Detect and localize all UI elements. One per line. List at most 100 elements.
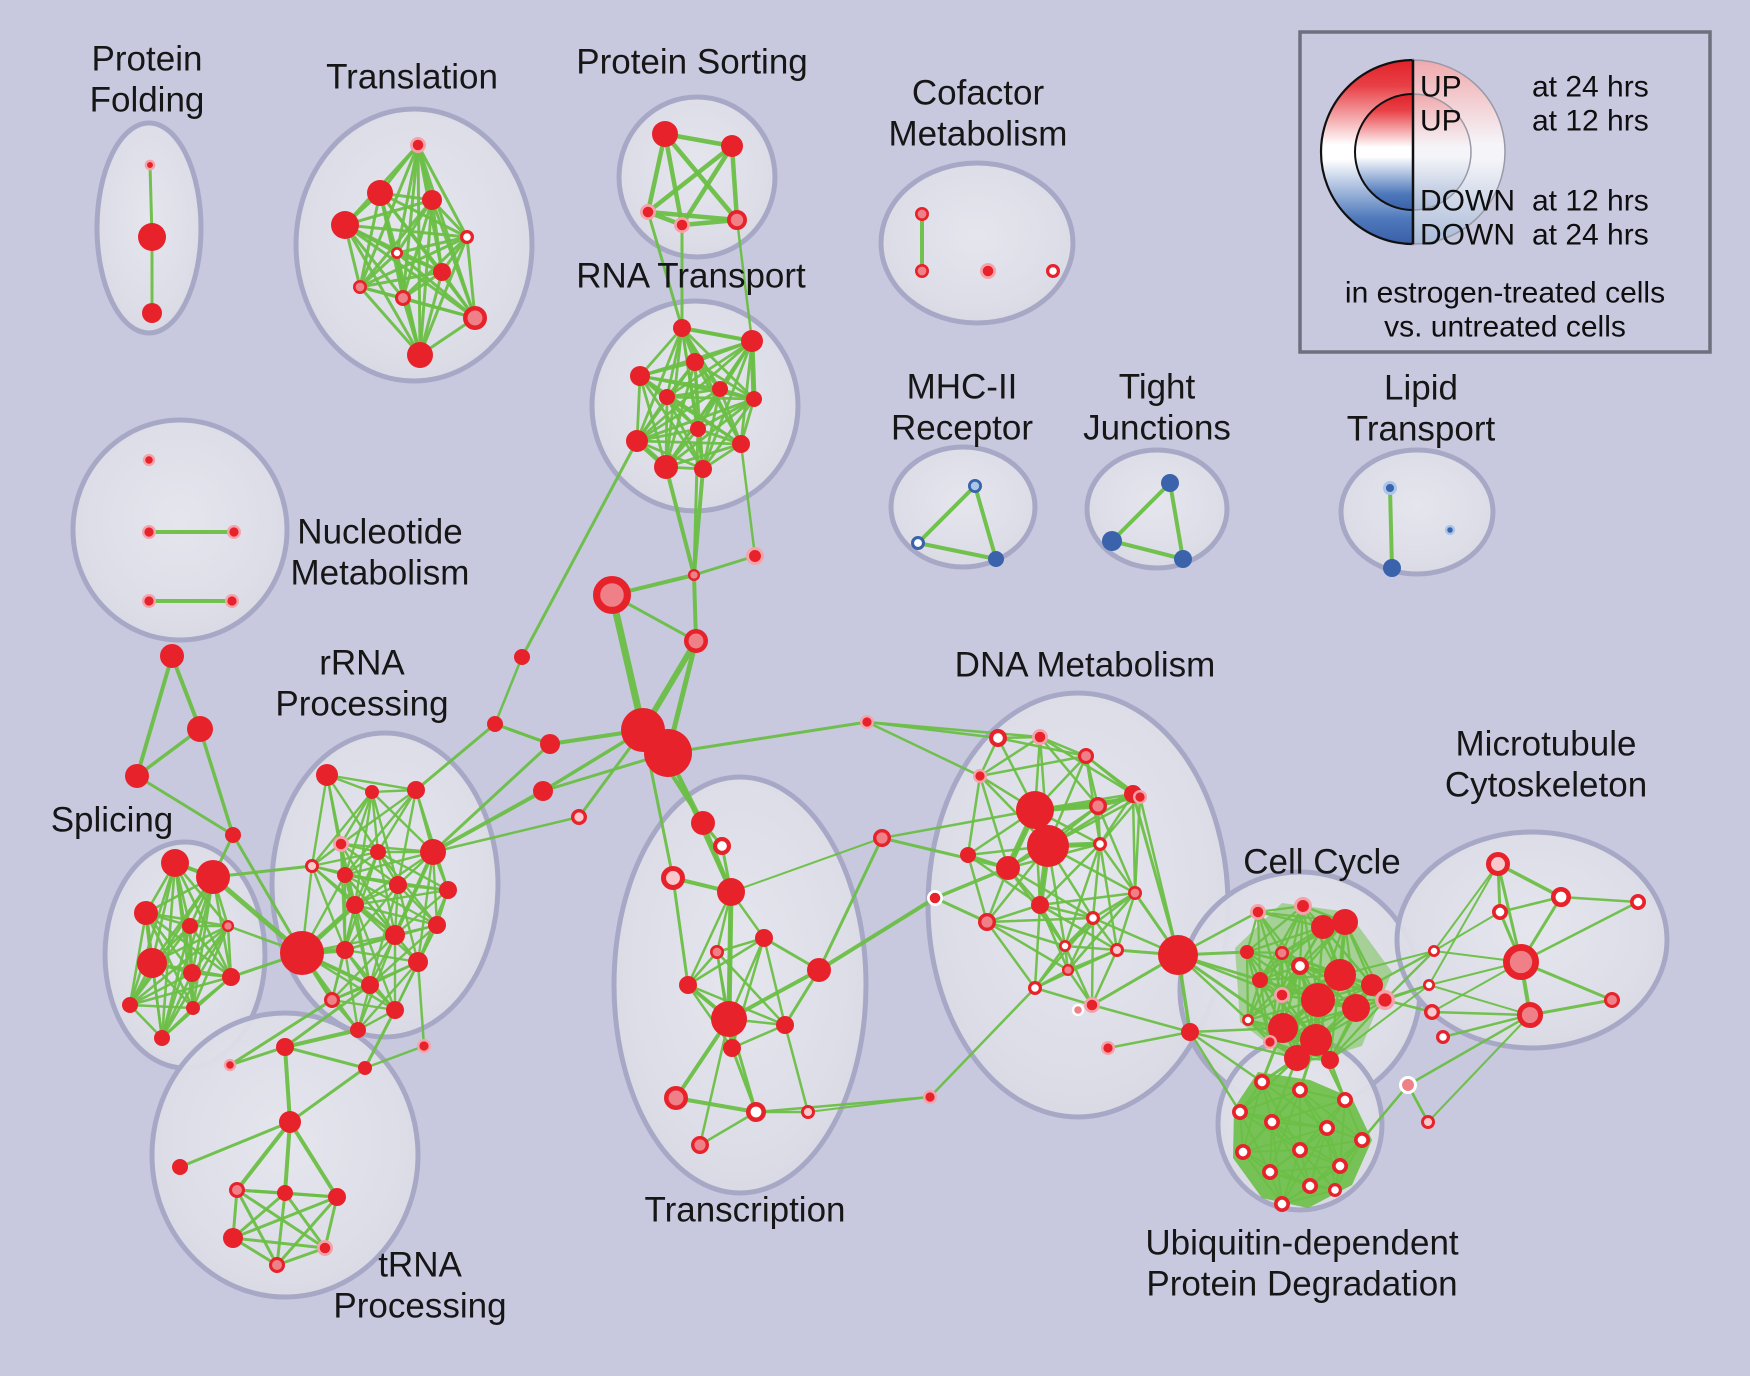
- interaction-edge: [1269, 1165, 1341, 1173]
- interaction-edge: [1519, 900, 1640, 964]
- interaction-edge: [1271, 1121, 1311, 1187]
- interaction-edge: [191, 924, 230, 1010]
- gene-node: [1161, 474, 1179, 492]
- gene-node: [1551, 886, 1572, 907]
- interaction-edge: [1258, 978, 1272, 1044]
- gene-node: [673, 217, 690, 234]
- interaction-edge: [283, 983, 372, 1049]
- gene-node: [732, 435, 750, 453]
- gene-node: [1273, 986, 1290, 1003]
- interaction-edge: [363, 1044, 426, 1070]
- gene-node: [365, 785, 379, 799]
- interaction-edge: [1239, 1111, 1271, 1173]
- interaction-edge: [343, 948, 360, 1032]
- interaction-edge: [353, 903, 439, 927]
- interaction-edge: [1326, 1127, 1336, 1191]
- interaction-edge: [339, 842, 435, 854]
- module-label-ub: Protein Degradation: [1146, 1265, 1457, 1304]
- module-label-tr: Translation: [326, 58, 498, 97]
- interaction-edge: [916, 541, 998, 561]
- module-label-rr: Processing: [275, 685, 448, 724]
- gene-node: [142, 303, 162, 323]
- module-label-tn: tRNA: [378, 1246, 462, 1285]
- gene-node: [394, 289, 411, 306]
- module-label-tj: Junctions: [1083, 409, 1231, 448]
- gene-node: [277, 1185, 293, 1201]
- gene-node: [1240, 945, 1254, 959]
- gene-node: [183, 964, 201, 982]
- gene-node: [346, 896, 364, 914]
- interaction-edge: [235, 1120, 292, 1192]
- module-tn: [149, 1010, 421, 1300]
- interaction-edge: [368, 883, 400, 987]
- gene-node: [659, 389, 675, 405]
- interaction-edge: [817, 896, 937, 972]
- interaction-edge: [310, 790, 374, 868]
- interaction-edge: [310, 850, 380, 868]
- interaction-edge: [674, 1096, 758, 1114]
- interaction-edge: [1038, 842, 1102, 907]
- interaction-edge: [1188, 1030, 1264, 1084]
- gene-node: [142, 453, 156, 467]
- gene-node: [1301, 983, 1335, 1017]
- interaction-edge: [339, 790, 374, 846]
- gene-node: [138, 223, 166, 251]
- interaction-edge: [396, 788, 418, 887]
- interaction-edge: [1559, 895, 1640, 904]
- interaction-edge: [638, 374, 705, 471]
- module-label-ub: Ubiquitin-dependent: [1145, 1224, 1459, 1263]
- interaction-edge: [160, 924, 230, 1040]
- gene-node: [960, 847, 976, 863]
- interaction-edge: [431, 815, 581, 854]
- interaction-edge: [401, 296, 477, 320]
- gene-node: [1100, 1040, 1116, 1056]
- gene-node: [978, 913, 997, 932]
- gene-node: [161, 849, 189, 877]
- legend: UP at 24 hrs UP at 12 hrs DOWN at 12 hrs…: [1298, 30, 1712, 354]
- interaction-edge: [880, 836, 1010, 870]
- gene-node: [1342, 994, 1370, 1022]
- interaction-edge: [170, 654, 202, 731]
- interaction-edge: [363, 1008, 397, 1070]
- interaction-edge: [635, 397, 756, 443]
- module-label-cf: Metabolism: [889, 115, 1068, 154]
- interaction-edge: [1370, 949, 1436, 987]
- interaction-edge: [1242, 1151, 1283, 1205]
- gene-node: [1321, 1051, 1339, 1069]
- interaction-edge: [1339, 950, 1435, 976]
- interaction-edge: [726, 889, 734, 1022]
- interaction-edge: [368, 923, 439, 987]
- gene-node: [187, 716, 213, 742]
- gene-node: [408, 952, 428, 972]
- interaction-edge: [1038, 903, 1070, 972]
- module-label-mt: Cytoskeleton: [1445, 766, 1647, 805]
- gene-node: [712, 381, 728, 397]
- gene-node: [462, 305, 487, 330]
- interaction-edge: [1281, 1189, 1336, 1205]
- gene-node: [859, 714, 875, 730]
- gene-node: [409, 137, 426, 154]
- gene-node: [691, 811, 715, 835]
- interaction-edge: [1188, 1030, 1242, 1114]
- interaction-edge: [393, 850, 435, 937]
- gene-node: [1503, 943, 1540, 980]
- interaction-edge: [933, 896, 989, 924]
- interaction-edge: [330, 998, 397, 1012]
- gene-node: [776, 1016, 794, 1034]
- gene-node: [122, 997, 138, 1013]
- gene-node: [1516, 1001, 1543, 1028]
- interaction-edge: [376, 788, 418, 854]
- interaction-edge: [1110, 539, 1185, 561]
- interaction-edge: [1329, 984, 1430, 1061]
- interaction-edge: [671, 876, 690, 987]
- gene-node: [988, 551, 1004, 567]
- interaction-edge: [973, 484, 998, 561]
- interaction-edge: [916, 484, 977, 545]
- interaction-edge: [401, 143, 420, 300]
- gene-node: [721, 135, 743, 157]
- interaction-edge: [339, 788, 418, 846]
- module-label-rr: rRNA: [319, 644, 405, 683]
- gene-node: [276, 1038, 294, 1056]
- gene-node: [137, 948, 167, 978]
